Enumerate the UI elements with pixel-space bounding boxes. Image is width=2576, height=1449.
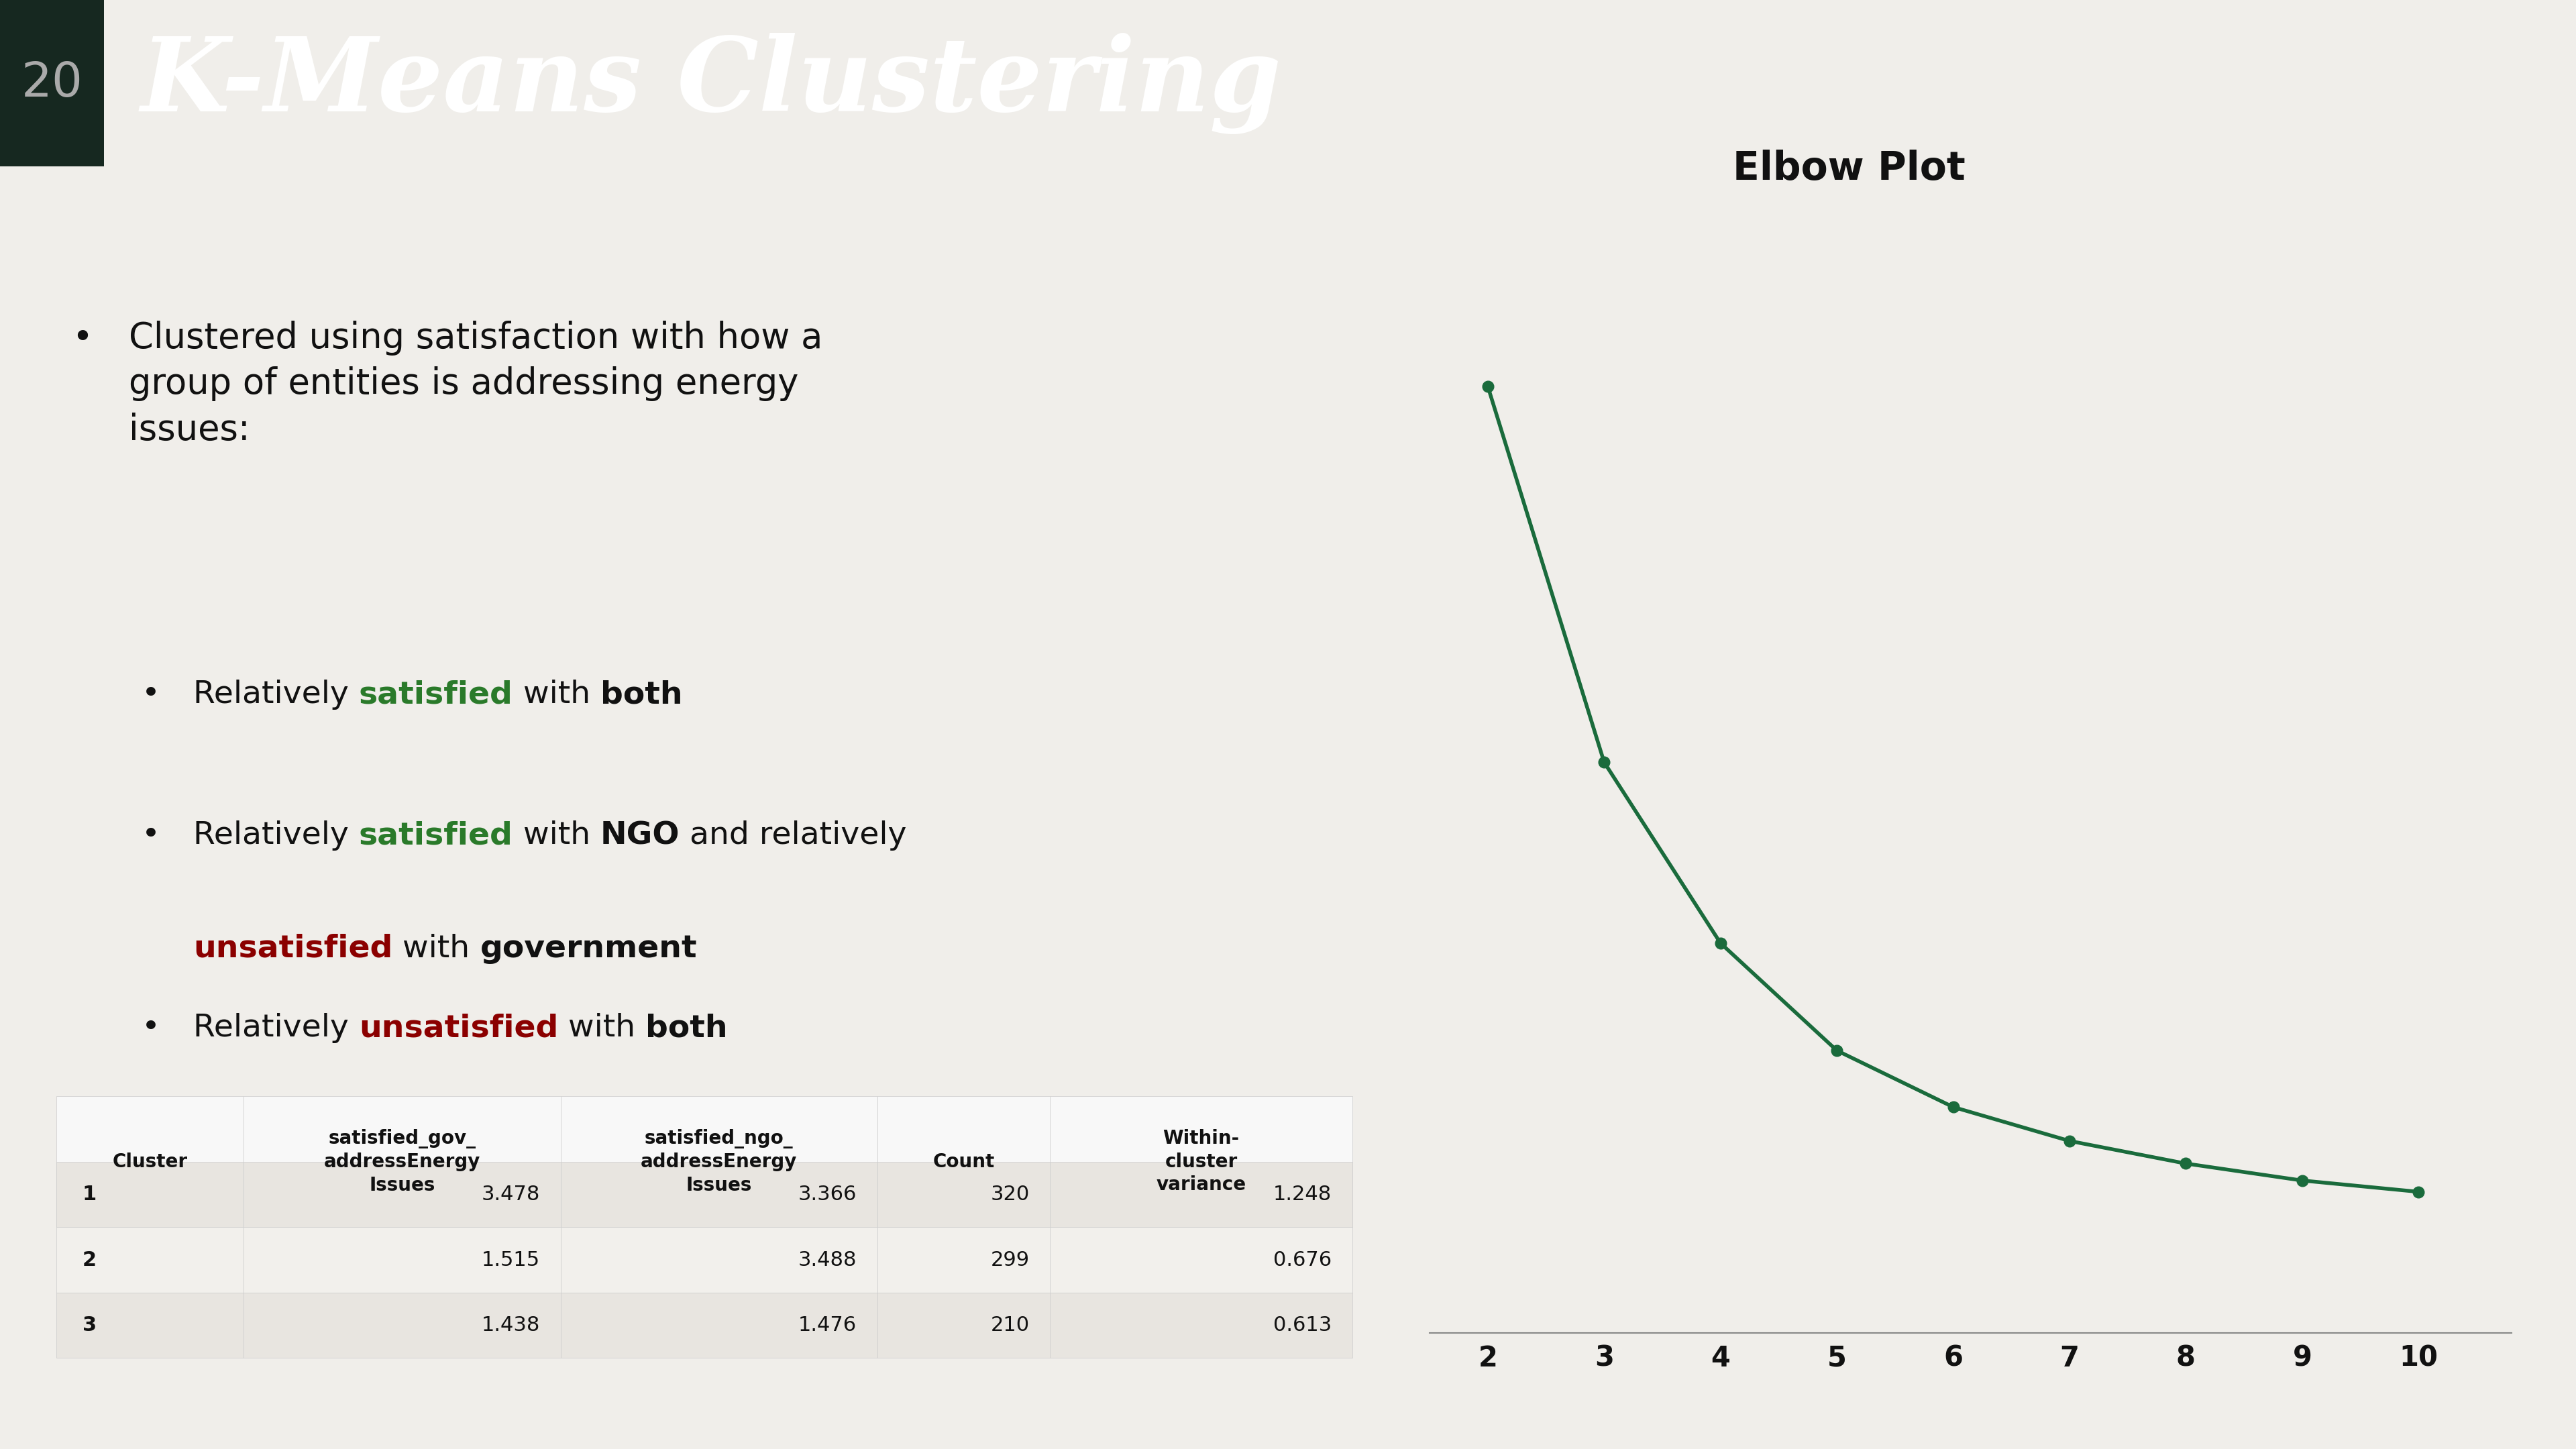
Bar	[0, 0, 103, 167]
FancyBboxPatch shape	[878, 1097, 1051, 1227]
FancyBboxPatch shape	[1051, 1293, 1352, 1358]
Text: Relatively: Relatively	[193, 1013, 358, 1043]
FancyBboxPatch shape	[1051, 1162, 1352, 1227]
FancyBboxPatch shape	[57, 1097, 245, 1227]
Text: unsatisfied: unsatisfied	[358, 1013, 559, 1043]
FancyBboxPatch shape	[57, 1162, 245, 1227]
Text: 1.476: 1.476	[799, 1316, 858, 1335]
Text: 1.515: 1.515	[482, 1250, 541, 1269]
FancyBboxPatch shape	[245, 1227, 562, 1293]
Text: K-Means Clustering: K-Means Clustering	[142, 33, 1283, 133]
Text: and relatively: and relatively	[680, 820, 907, 851]
Text: 1.248: 1.248	[1273, 1185, 1332, 1204]
Text: unsatisfied: unsatisfied	[193, 933, 392, 964]
Text: 3.488: 3.488	[799, 1250, 858, 1269]
Text: with: with	[392, 933, 479, 964]
FancyBboxPatch shape	[562, 1162, 878, 1227]
FancyBboxPatch shape	[57, 1293, 245, 1358]
Text: •: •	[72, 320, 93, 355]
Text: Cluster: Cluster	[113, 1152, 188, 1171]
Text: satisfied: satisfied	[358, 680, 513, 710]
Text: 0.613: 0.613	[1273, 1316, 1332, 1335]
Text: 2: 2	[82, 1250, 98, 1269]
Text: satisfied: satisfied	[358, 820, 513, 851]
Text: 1: 1	[82, 1185, 98, 1204]
Text: both: both	[647, 1013, 729, 1043]
FancyBboxPatch shape	[562, 1097, 878, 1227]
FancyBboxPatch shape	[562, 1293, 878, 1358]
Text: both: both	[600, 680, 683, 710]
Text: 0.676: 0.676	[1273, 1250, 1332, 1269]
FancyBboxPatch shape	[245, 1293, 562, 1358]
FancyBboxPatch shape	[878, 1293, 1051, 1358]
Text: satisfied_gov_
addressEnergy
Issues: satisfied_gov_ addressEnergy Issues	[325, 1129, 482, 1194]
Text: satisfied_ngo_
addressEnergy
Issues: satisfied_ngo_ addressEnergy Issues	[641, 1129, 796, 1194]
FancyBboxPatch shape	[1051, 1097, 1352, 1227]
Text: with: with	[559, 1013, 647, 1043]
FancyBboxPatch shape	[562, 1227, 878, 1293]
Text: •: •	[142, 1013, 160, 1043]
FancyBboxPatch shape	[878, 1162, 1051, 1227]
Text: government: government	[479, 933, 698, 964]
Text: 210: 210	[989, 1316, 1030, 1335]
FancyBboxPatch shape	[245, 1097, 562, 1227]
Text: 320: 320	[989, 1185, 1030, 1204]
Text: •: •	[142, 680, 160, 710]
Text: •: •	[142, 820, 160, 851]
Text: 3.478: 3.478	[482, 1185, 541, 1204]
Text: Within-
cluster
variance: Within- cluster variance	[1157, 1129, 1247, 1194]
Text: Elbow Plot: Elbow Plot	[1734, 149, 1965, 187]
FancyBboxPatch shape	[57, 1227, 245, 1293]
Text: Count: Count	[933, 1152, 994, 1171]
Text: Relatively: Relatively	[193, 820, 358, 851]
FancyBboxPatch shape	[878, 1227, 1051, 1293]
FancyBboxPatch shape	[245, 1162, 562, 1227]
Text: with: with	[513, 680, 600, 710]
Text: with: with	[513, 820, 600, 851]
Text: NGO: NGO	[600, 820, 680, 851]
Text: 1.438: 1.438	[482, 1316, 541, 1335]
Text: 20: 20	[21, 61, 82, 106]
Text: 3: 3	[82, 1316, 98, 1335]
Text: 299: 299	[989, 1250, 1030, 1269]
Text: Clustered using satisfaction with how a
group of entities is addressing energy
i: Clustered using satisfaction with how a …	[129, 320, 822, 448]
Text: 3.366: 3.366	[799, 1185, 858, 1204]
Text: Relatively: Relatively	[193, 680, 358, 710]
FancyBboxPatch shape	[1051, 1227, 1352, 1293]
